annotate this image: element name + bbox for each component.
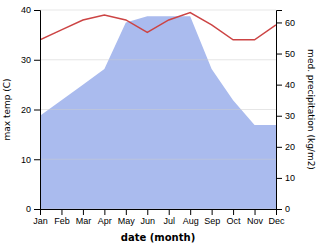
- tick: 10: [276, 173, 295, 183]
- tick: Apr: [98, 209, 112, 226]
- tick-label: Jan: [33, 216, 48, 226]
- tick-label: 40: [21, 5, 31, 15]
- tick: 20: [276, 142, 295, 152]
- tick-mark: [34, 10, 40, 11]
- precipitation-area: [40, 16, 276, 209]
- tick: Dec: [268, 209, 285, 226]
- y-axis: 0 10 20 30 40: [21, 5, 41, 214]
- tick-label: May: [118, 216, 136, 226]
- chart: JanFebMarAprMayJunJulAugSepOctNovDec0102…: [0, 0, 318, 247]
- marks: [40, 12, 276, 209]
- tick: 0: [26, 204, 40, 214]
- tick-mark: [126, 209, 127, 215]
- tick-mark: [276, 54, 282, 55]
- tick: 30: [276, 111, 295, 121]
- tick-label: 20: [21, 105, 31, 115]
- tick-label: Jul: [163, 216, 175, 226]
- tick-mark: [276, 209, 282, 210]
- tick-label: 30: [21, 55, 31, 65]
- tick: Nov: [247, 209, 264, 226]
- tick-label: 50: [285, 49, 295, 59]
- grid-line: [40, 10, 276, 11]
- tick: Feb: [54, 209, 70, 226]
- tick-mark: [83, 209, 84, 215]
- tick-label: 10: [21, 155, 31, 165]
- tick: Oct: [227, 209, 242, 226]
- tick-mark: [276, 85, 282, 86]
- tick: Sep: [204, 209, 220, 226]
- grid-line: [40, 109, 276, 110]
- tick-mark: [276, 22, 282, 23]
- tick-mark: [147, 209, 148, 215]
- tick-label: Aug: [183, 216, 199, 226]
- tick: 60: [276, 18, 295, 28]
- tick-label: 0: [285, 204, 290, 214]
- tick: 20: [21, 105, 40, 115]
- tick-label: Feb: [54, 216, 70, 226]
- tick-mark: [255, 209, 256, 215]
- y2-axis-title: med. precipitation (kg/m2): [306, 49, 316, 170]
- tick-label: 60: [285, 18, 295, 28]
- tick-mark: [190, 209, 191, 215]
- tick: 50: [276, 49, 295, 59]
- tick-mark: [34, 60, 40, 61]
- tick: Mar: [76, 209, 92, 226]
- tick-label: Nov: [247, 216, 264, 226]
- tick-label: Jun: [141, 216, 156, 226]
- axis-line: [277, 11, 283, 210]
- y-axis-title: max temp (C): [2, 78, 12, 140]
- x-axis-title: date (month): [121, 232, 195, 243]
- tick: 10: [21, 155, 40, 165]
- tick: 40: [276, 80, 295, 90]
- plot: JanFebMarAprMayJunJulAugSepOctNovDec0102…: [21, 5, 295, 226]
- grid-line: [40, 159, 276, 160]
- tick-mark: [276, 178, 282, 179]
- tick: Jul: [163, 209, 175, 226]
- tick-label: 30: [285, 111, 295, 121]
- tick-mark: [212, 209, 213, 215]
- y2-axis: 0 10 20 30 40 50 60: [276, 11, 295, 215]
- tick-mark: [233, 209, 234, 215]
- x-axis: Jan Feb Mar Apr May Jun Jul Aug Sep Oct Nov Dec: [33, 209, 285, 226]
- tick: 30: [21, 55, 40, 65]
- tick: Jan: [33, 209, 48, 226]
- tick-label: Oct: [227, 216, 242, 226]
- tick: Jun: [141, 209, 156, 226]
- axis-line: [41, 210, 277, 216]
- tick-mark: [276, 147, 282, 148]
- tick: 40: [21, 5, 40, 15]
- grid: [40, 10, 276, 209]
- tick-label: 20: [285, 142, 295, 152]
- tick-label: 40: [285, 80, 295, 90]
- tick-mark: [34, 110, 40, 111]
- tick-label: 10: [285, 173, 295, 183]
- tick-label: Apr: [98, 216, 112, 226]
- tick-label: 0: [26, 204, 31, 214]
- axis-line: [34, 11, 41, 210]
- tick: May: [118, 209, 136, 226]
- tick: 0: [276, 204, 290, 214]
- temperature-line: [40, 12, 276, 39]
- tick-mark: [169, 209, 170, 215]
- tick-mark: [34, 159, 40, 160]
- tick-mark: [61, 209, 62, 215]
- tick-label: Mar: [76, 216, 92, 226]
- tick-mark: [276, 116, 282, 117]
- tick: Aug: [183, 209, 199, 226]
- grid-line: [40, 59, 276, 60]
- tick-mark: [104, 209, 105, 215]
- tick-label: Sep: [204, 216, 220, 226]
- tick-label: Dec: [268, 216, 285, 226]
- tick-mark: [34, 209, 40, 210]
